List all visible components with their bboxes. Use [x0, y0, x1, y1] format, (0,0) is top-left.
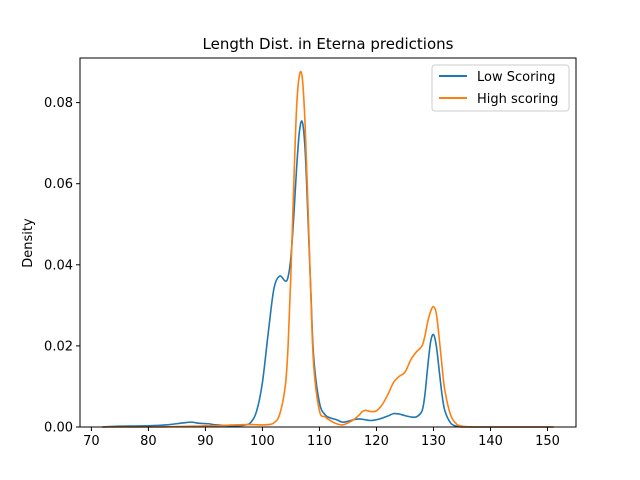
x-tick-label: 130 — [421, 434, 446, 449]
x-tick-label: 140 — [478, 434, 503, 449]
chart-title: Length Dist. in Eterna predictions — [203, 35, 454, 53]
y-tick-label: 0.08 — [44, 96, 73, 111]
x-tick-label: 80 — [140, 434, 157, 449]
y-tick-label: 0.04 — [44, 258, 73, 273]
y-tick-label: 0.06 — [44, 177, 73, 192]
legend-label-low-scoring: Low Scoring — [477, 70, 556, 85]
x-tick-label: 120 — [364, 434, 389, 449]
y-axis: 0.00 0.02 0.04 0.06 0.08 — [44, 96, 80, 436]
x-axis: 70 80 90 100 110 120 130 140 150 — [83, 427, 560, 449]
axes-frame — [79, 57, 577, 428]
y-tick-label: 0.00 — [44, 421, 73, 436]
plot-area — [79, 57, 577, 428]
legend-label-high-scoring: High scoring — [477, 92, 558, 107]
series-layer — [102, 70, 554, 428]
x-tick-label: 150 — [535, 434, 560, 449]
legend: Low Scoring High scoring — [431, 64, 570, 112]
y-axis-label: Density — [21, 218, 36, 268]
x-tick-label: 110 — [307, 434, 332, 449]
x-tick-label: 70 — [83, 434, 100, 449]
y-tick-label: 0.02 — [44, 339, 73, 354]
x-tick-label: 90 — [197, 434, 214, 449]
x-tick-label: 100 — [250, 434, 275, 449]
series-line-high-scoring — [102, 70, 554, 428]
